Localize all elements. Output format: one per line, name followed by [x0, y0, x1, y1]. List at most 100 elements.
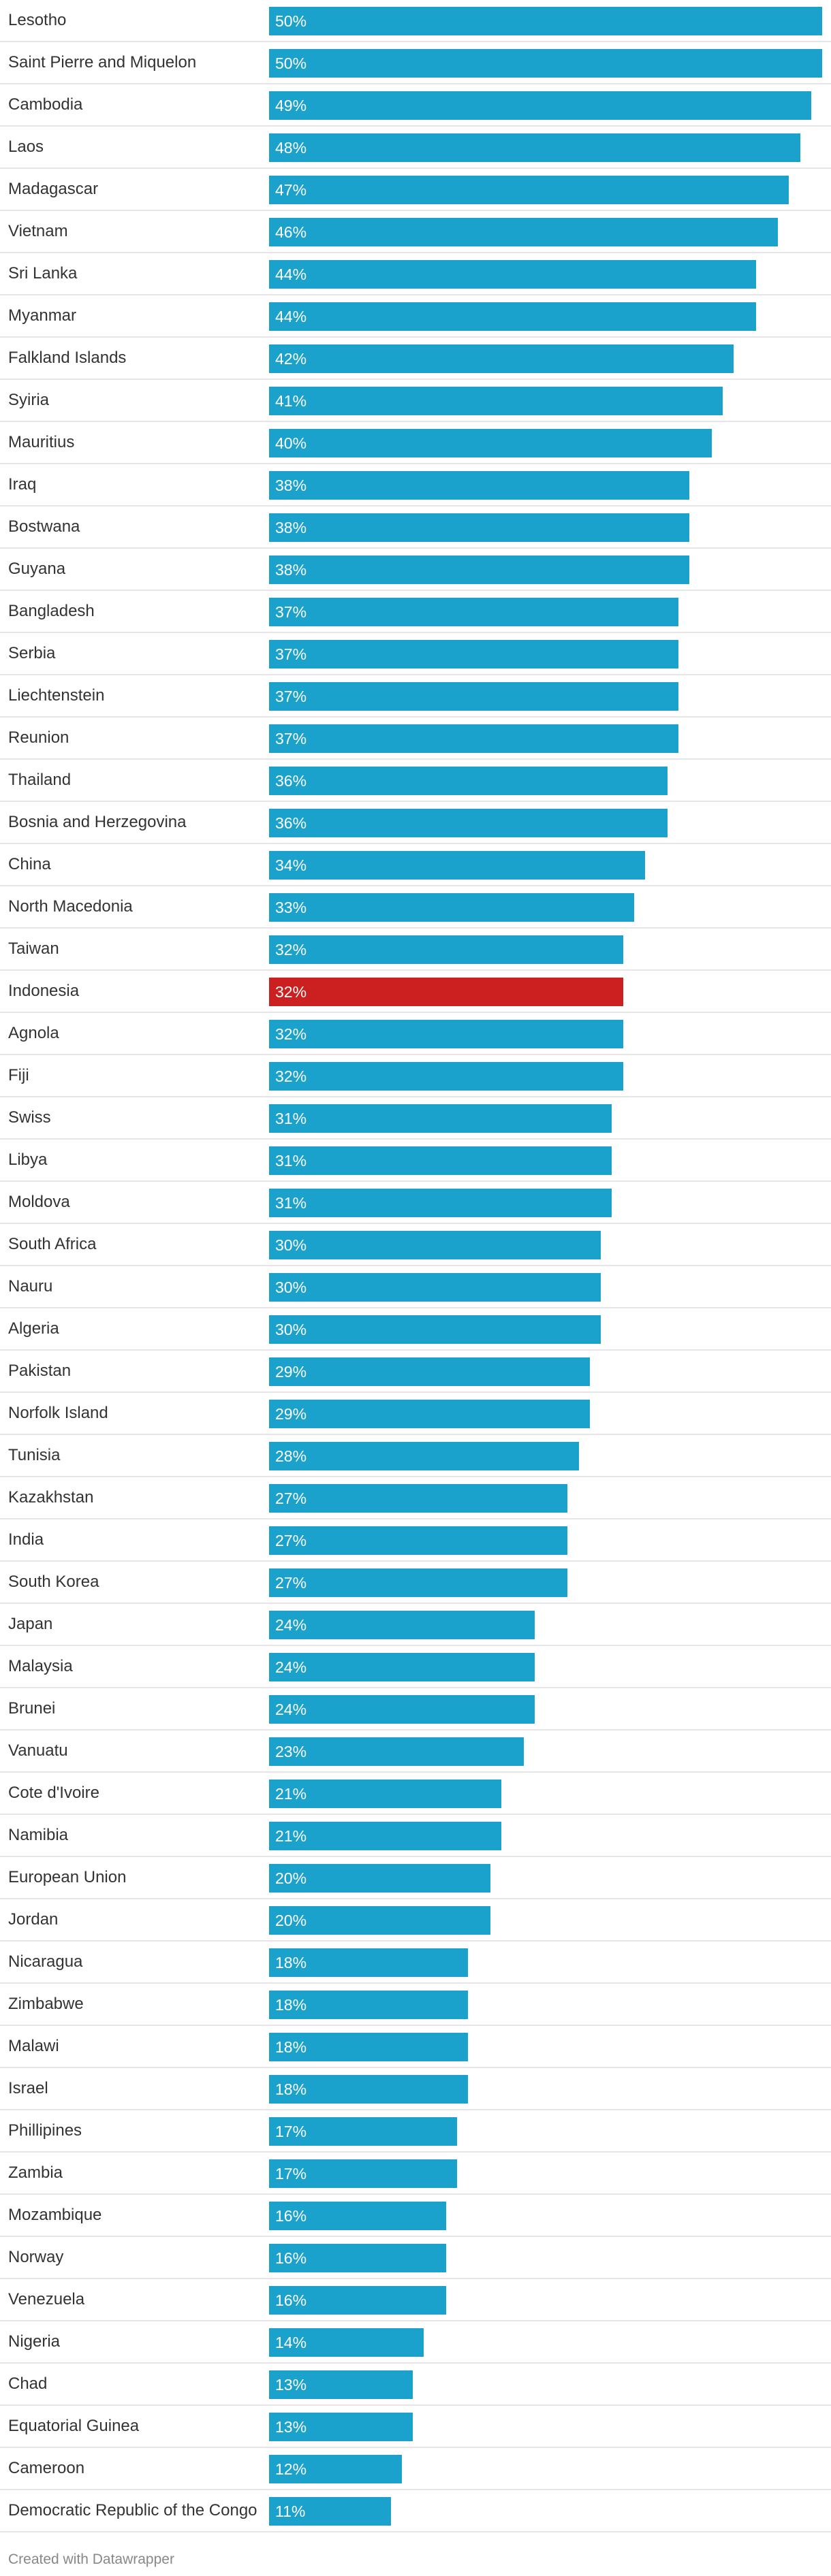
value-label: 34%	[275, 856, 307, 874]
chart-row: Norfolk Island 29%	[0, 1393, 831, 1435]
value-label: 13%	[275, 2376, 307, 2394]
bar: 17%	[269, 2159, 458, 2188]
value-label: 36%	[275, 772, 307, 790]
category-label: Equatorial Guinea	[8, 2417, 140, 2435]
category-label: Norway	[8, 2248, 64, 2266]
chart-row: Nauru 30%	[0, 1266, 831, 1308]
category-label: Namibia	[8, 1826, 69, 1844]
category-label: Falkland Islands	[8, 349, 127, 367]
bar: 34%	[269, 851, 646, 880]
value-label: 42%	[275, 350, 307, 368]
value-label: 32%	[275, 983, 307, 1001]
value-label: 38%	[275, 519, 307, 536]
chart-row: North Macedonia 33%	[0, 886, 831, 929]
value-label: 14%	[275, 2334, 307, 2351]
value-label: 37%	[275, 688, 307, 705]
bar: 14%	[269, 2328, 424, 2357]
bar: 50%	[269, 7, 822, 35]
chart-row: Syiria 41%	[0, 380, 831, 422]
category-label: Thailand	[8, 771, 72, 789]
category-label: China	[8, 855, 51, 873]
value-label: 28%	[275, 1447, 307, 1465]
chart-row: Vanuatu 23%	[0, 1730, 831, 1773]
value-label: 18%	[275, 1954, 307, 1971]
category-label: Cote d'Ivoire	[8, 1784, 99, 1802]
value-label: 12%	[275, 2460, 307, 2478]
footer-credit[interactable]: Created with Datawrapper	[8, 2551, 174, 2567]
category-label: Kazakhstan	[8, 1488, 94, 1507]
chart-row: Algeria 30%	[0, 1308, 831, 1351]
value-label: 24%	[275, 1658, 307, 1676]
bar: 46%	[269, 218, 779, 246]
category-label: North Macedonia	[8, 897, 133, 916]
bar: 20%	[269, 1906, 490, 1935]
value-label: 31%	[275, 1194, 307, 1212]
category-label: Lesotho	[8, 11, 67, 29]
category-label: Pakistan	[8, 1362, 72, 1380]
value-label: 27%	[275, 1532, 307, 1549]
bar: 32%	[269, 1020, 623, 1048]
bar: 32%	[269, 978, 623, 1006]
value-label: 36%	[275, 814, 307, 832]
chart-row: Laos 48%	[0, 127, 831, 169]
chart-row: Brunei 24%	[0, 1688, 831, 1730]
value-label: 32%	[275, 941, 307, 959]
bar: 20%	[269, 1864, 490, 1893]
value-label: 29%	[275, 1363, 307, 1381]
bar: 18%	[269, 1948, 469, 1977]
value-label: 16%	[275, 2207, 307, 2225]
bar: 33%	[269, 893, 634, 922]
category-label: Jordan	[8, 1910, 59, 1929]
value-label: 41%	[275, 392, 307, 410]
bar: 38%	[269, 513, 690, 542]
bar: 37%	[269, 640, 678, 669]
chart-row: Democratic Republic of the Congo 11%	[0, 2490, 831, 2532]
bar: 29%	[269, 1357, 590, 1386]
bar: 30%	[269, 1231, 601, 1259]
category-label: Iraq	[8, 475, 37, 494]
chart-row: Reunion 37%	[0, 718, 831, 760]
chart-row: Libya 31%	[0, 1140, 831, 1182]
bar: 37%	[269, 598, 678, 626]
value-label: 47%	[275, 181, 307, 199]
bar: 31%	[269, 1189, 612, 1217]
value-label: 29%	[275, 1405, 307, 1423]
value-label: 21%	[275, 1785, 307, 1803]
value-label: 31%	[275, 1152, 307, 1170]
chart-row: Malaysia 24%	[0, 1646, 831, 1688]
bar: 13%	[269, 2413, 413, 2441]
category-label: Bostwana	[8, 517, 80, 536]
chart-row: Madagascar 47%	[0, 169, 831, 211]
bar: 30%	[269, 1315, 601, 1344]
category-label: Mozambique	[8, 2206, 102, 2224]
category-label: Israel	[8, 2079, 48, 2097]
chart-row: Fiji 32%	[0, 1055, 831, 1097]
value-label: 49%	[275, 97, 307, 114]
chart-row: Phillipines 17%	[0, 2110, 831, 2153]
category-label: Democratic Republic of the Congo	[8, 2501, 257, 2519]
value-label: 32%	[275, 1067, 307, 1085]
value-label: 46%	[275, 223, 307, 241]
chart-row: South Korea 27%	[0, 1562, 831, 1604]
chart-row: Bosnia and Herzegovina 36%	[0, 802, 831, 844]
chart-row: Serbia 37%	[0, 633, 831, 675]
category-label: Sri Lanka	[8, 264, 78, 283]
bar: 11%	[269, 2497, 391, 2526]
value-label: 48%	[275, 139, 307, 157]
value-label: 30%	[275, 1321, 307, 1338]
chart-row: Vietnam 46%	[0, 211, 831, 253]
chart-row: Malawi 18%	[0, 2026, 831, 2068]
bar: 17%	[269, 2117, 458, 2146]
chart-row: Cote d'Ivoire 21%	[0, 1773, 831, 1815]
bar: 16%	[269, 2244, 446, 2272]
bar: 30%	[269, 1273, 601, 1302]
chart-row: South Africa 30%	[0, 1224, 831, 1266]
value-label: 50%	[275, 12, 307, 30]
bar: 40%	[269, 429, 712, 457]
category-label: Zimbabwe	[8, 1995, 84, 2013]
chart-row: Japan 24%	[0, 1604, 831, 1646]
category-label: European Union	[8, 1868, 127, 1886]
category-label: Nigeria	[8, 2332, 61, 2351]
category-label: Serbia	[8, 644, 56, 662]
chart-row: Kazakhstan 27%	[0, 1477, 831, 1519]
